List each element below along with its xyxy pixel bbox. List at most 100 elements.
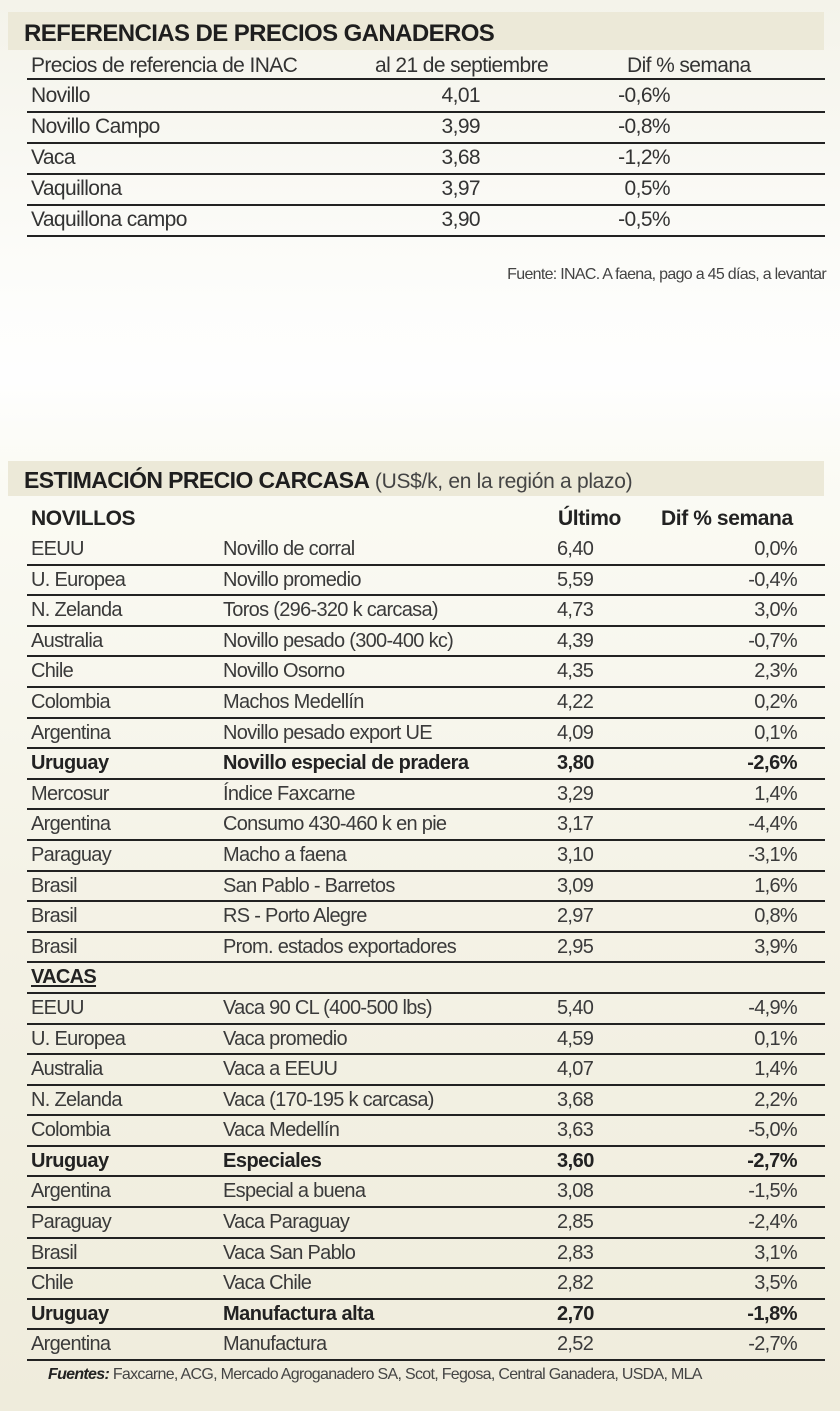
desc: Consumo 430-460 k en pie	[223, 813, 447, 836]
last-price: 2,82	[557, 1272, 594, 1295]
diff: -0,8%	[618, 115, 670, 138]
country: Australia	[31, 1058, 103, 1081]
country: EEUU	[31, 996, 84, 1019]
diff: -4,9%	[748, 996, 797, 1019]
diff: 1,4%	[754, 1058, 797, 1081]
desc: Novillo Osorno	[223, 660, 345, 683]
last-price: 4,09	[557, 721, 594, 744]
country: Australia	[31, 629, 103, 652]
table-row: U. Europea Novillo promedio 5,59 -0,4%	[27, 566, 825, 597]
table-row: Vaca 3,68 -1,2%	[27, 144, 825, 175]
table-row: EEUU Vaca 90 CL (400-500 lbs) 5,40 -4,9%	[27, 994, 825, 1025]
country: Chile	[31, 660, 74, 683]
table-row: Vaquillona campo 3,90 -0,5%	[27, 206, 825, 237]
last-price: 4,59	[557, 1027, 594, 1050]
last-price: 2,85	[557, 1211, 594, 1234]
table-row: N. Zelanda Vaca (170-195 k carcasa) 3,68 2,…	[27, 1086, 825, 1117]
country: Brasil	[31, 905, 78, 928]
last-price: 3,60	[557, 1149, 594, 1172]
desc: Índice Faxcarne	[223, 782, 355, 805]
table-row: Paraguay Macho a faena 3,10 -3,1%	[27, 841, 825, 872]
diff: 1,6%	[754, 874, 797, 897]
country: N. Zelanda	[31, 1088, 123, 1111]
last-price: 4,35	[557, 660, 594, 683]
source-text: Faxcarne, ACG, Mercado Agroganadero SA, …	[109, 1366, 703, 1383]
table-row: Argentina Consumo 430-460 k en pie 3,17 -4,…	[27, 810, 825, 841]
carcass-title: ESTIMACIÓN PRECIO CARCASA (US$/k, en la …	[8, 461, 824, 496]
country: Colombia	[31, 690, 111, 713]
desc: Especiales	[223, 1149, 322, 1172]
last-price: 4,07	[557, 1058, 594, 1081]
diff: 0,8%	[754, 905, 797, 928]
country: Chile	[31, 1272, 74, 1295]
section-vacas-label: VACAS	[31, 966, 97, 989]
desc: Manufactura alta	[223, 1302, 374, 1325]
table-row: Uruguay Manufactura alta 2,70 -1,8%	[27, 1300, 825, 1331]
last-price: 3,09	[557, 874, 594, 897]
desc: Vaca 90 CL (400-500 lbs)	[223, 996, 433, 1019]
last-price: 3,10	[557, 843, 594, 866]
header-date: al 21 de septiembre	[375, 54, 549, 77]
table-row: Novillo 4,01 -0,6%	[27, 82, 825, 113]
country: Paraguay	[31, 1211, 112, 1234]
diff: -1,5%	[748, 1180, 797, 1203]
country: Argentina	[31, 721, 111, 744]
table-row: Chile Novillo Osorno 4,35 2,3%	[27, 657, 825, 688]
last-price: 2,97	[557, 905, 594, 928]
desc: San Pablo - Barretos	[223, 874, 395, 897]
price: 3,68	[441, 146, 481, 169]
section-novillos: NOVILLOS	[31, 507, 136, 530]
desc: Especial a buena	[223, 1180, 366, 1203]
header-diff: Dif % semana	[661, 507, 793, 530]
references-title-text: REFERENCIAS DE PRECIOS GANADEROS	[24, 20, 495, 47]
diff: 3,1%	[754, 1241, 797, 1264]
price: 3,90	[441, 208, 481, 231]
desc: Machos Medellín	[223, 690, 364, 713]
last-price: 4,73	[557, 599, 594, 622]
country: U. Europea	[31, 568, 126, 591]
diff: 0,1%	[754, 1027, 797, 1050]
country: Colombia	[31, 1119, 111, 1142]
last-price: 3,80	[557, 752, 594, 775]
table-row: EEUU Novillo de corral 6,40 0,0%	[27, 535, 825, 566]
diff: -4,4%	[748, 813, 797, 836]
desc: Vaca (170-195 k carcasa)	[223, 1088, 434, 1111]
last-price: 2,52	[557, 1333, 594, 1356]
desc: Vaca San Pablo	[223, 1241, 356, 1264]
desc: Novillo especial de pradera	[223, 752, 469, 775]
table-row: Australia Vaca a EEUU 4,07 1,4%	[27, 1055, 825, 1086]
category: Vaquillona	[31, 177, 122, 200]
category: Vaca	[31, 146, 76, 169]
diff: -2,4%	[748, 1211, 797, 1234]
diff: -0,5%	[618, 208, 670, 231]
desc: Vaca Medellín	[223, 1119, 340, 1142]
table-row: Brasil RS - Porto Alegre 2,97 0,8%	[27, 902, 825, 933]
desc: Novillo pesado export UE	[223, 721, 433, 744]
country: Argentina	[31, 1180, 111, 1203]
last-price: 5,40	[557, 996, 594, 1019]
country: Brasil	[31, 935, 78, 958]
last-price: 3,08	[557, 1180, 594, 1203]
last-price: 3,17	[557, 813, 594, 836]
table-row: Novillo Campo 3,99 -0,8%	[27, 113, 825, 144]
references-source: Fuente: INAC. A faena, pago a 45 días, a…	[507, 266, 827, 283]
table-row: N. Zelanda Toros (296-320 k carcasa) 4,73 3…	[27, 596, 825, 627]
carcass-subtitle: (US$/k, en la región a plazo)	[369, 470, 633, 493]
last-price: 2,83	[557, 1241, 594, 1264]
table-row: Mercosur Índice Faxcarne 3,29 1,4%	[27, 780, 825, 811]
diff: 3,0%	[754, 599, 797, 622]
country: Argentina	[31, 1333, 111, 1356]
diff: -2,7%	[748, 1333, 797, 1356]
desc: Novillo de corral	[223, 538, 355, 560]
references-table: Novillo 4,01 -0,6% Novillo Campo 3,99 -0…	[27, 82, 825, 237]
table-row: U. Europea Vaca promedio 4,59 0,1%	[27, 1025, 825, 1056]
references-title: REFERENCIAS DE PRECIOS GANADEROS	[8, 12, 824, 50]
country: Uruguay	[31, 1302, 109, 1325]
diff: 3,5%	[754, 1272, 797, 1295]
diff: 0,1%	[754, 721, 797, 744]
country: Brasil	[31, 874, 78, 897]
country: Uruguay	[31, 1149, 109, 1172]
table-row: Brasil San Pablo - Barretos 3,09 1,6%	[27, 872, 825, 903]
section-vacas: VACAS	[27, 963, 825, 994]
diff: -2,7%	[747, 1149, 797, 1172]
